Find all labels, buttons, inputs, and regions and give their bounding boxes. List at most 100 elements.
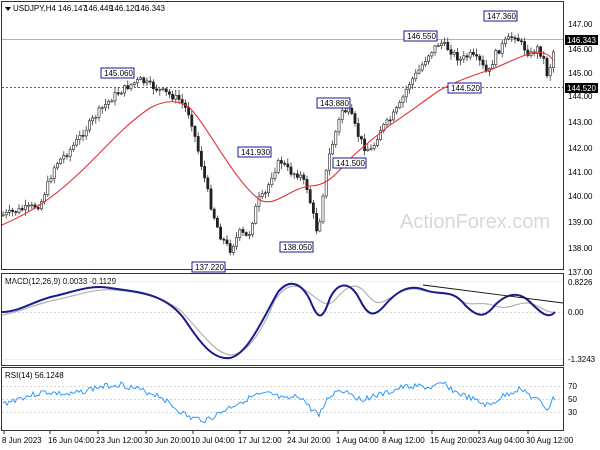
candle-body [219, 226, 223, 240]
rsi-panel [1, 367, 564, 431]
candle-body [161, 88, 165, 91]
candle-body [39, 201, 43, 210]
macd-panel [1, 273, 564, 366]
candle-body [375, 139, 379, 146]
candle-body [248, 234, 251, 236]
candle-body [65, 155, 69, 157]
price-tick: 140.00 [568, 192, 593, 201]
price-tick: 145.00 [568, 69, 593, 78]
candle-body [548, 67, 552, 77]
candle-body [263, 192, 267, 195]
candle-body [216, 217, 219, 228]
candle-body [168, 91, 171, 95]
ohlc-close: 146.343 [136, 4, 165, 13]
annotation-144520: 144.520 [447, 82, 482, 94]
candle-body [49, 178, 53, 182]
annotation-label: 141.930 [241, 148, 270, 157]
candle-body [356, 123, 360, 137]
candle-body [369, 148, 373, 150]
price-tick: 143.00 [568, 118, 593, 127]
candle-body [81, 135, 85, 137]
candle-body [152, 81, 155, 90]
candle-body [120, 92, 123, 95]
candle-body [136, 79, 139, 84]
candle-body [52, 167, 56, 179]
macd-tick-lower: -1.3243 [568, 355, 596, 364]
candle-body [260, 193, 264, 197]
candle-body [107, 100, 111, 105]
time-label: 8 Jun 2023 [2, 436, 42, 445]
candle-body [238, 229, 242, 238]
ohlc-high: 146.449 [84, 4, 113, 13]
annotation-label: 138.050 [283, 243, 312, 252]
candle-body [459, 58, 463, 61]
price-tick: 144.00 [568, 92, 593, 101]
candle-body [126, 85, 130, 90]
time-axis: 8 Jun 2023 16 Jun 04:00 23 Jun 12:00 30 … [2, 431, 574, 445]
candle-body [327, 153, 331, 171]
annotation-label: 145.060 [104, 69, 133, 78]
rsi-line [2, 381, 556, 424]
candle-body [411, 78, 415, 85]
candle-body [295, 173, 299, 178]
candle-body [46, 180, 50, 195]
candle-body [321, 195, 325, 223]
candle-body [407, 84, 411, 90]
candle-body [14, 211, 18, 213]
candle-body [545, 58, 549, 77]
annotation-label: 141.500 [336, 159, 365, 168]
annotation-label: 146.550 [407, 32, 436, 41]
candle-body [433, 45, 437, 53]
time-label: 23 Aug 04:00 [477, 436, 525, 445]
candle-body [270, 177, 274, 185]
macd-tick-zero: 0.00 [568, 308, 584, 317]
candle-body [542, 56, 546, 59]
annotation-141930: 141.930 [237, 146, 272, 158]
rsi-tick-50: 50 [568, 395, 577, 404]
candle-body [91, 117, 95, 122]
current-price-tag [565, 35, 598, 45]
candle-body [395, 107, 399, 113]
candle-body [158, 88, 162, 91]
candle-body [68, 149, 72, 157]
price-axis: 147.00 146.00 145.00 144.00 143.00 142.0… [565, 20, 598, 277]
candle-body [145, 80, 149, 84]
annotation-label: 143.880 [320, 99, 349, 108]
price-tick: 142.00 [568, 144, 593, 153]
time-label: 8 Aug 12:00 [382, 436, 425, 445]
candle-body [84, 129, 88, 137]
candle-body [379, 130, 383, 140]
candle-body [462, 55, 466, 60]
candle-body [494, 50, 498, 65]
symbol-label: USDJPY,H4 [13, 4, 57, 13]
candle-body [471, 51, 475, 55]
candle-body [391, 111, 395, 121]
candle-body [526, 49, 530, 56]
candle-body [155, 88, 159, 91]
candle-body [203, 166, 207, 179]
candle-body [423, 61, 427, 66]
candle-body [187, 107, 191, 116]
candle-body [142, 77, 146, 84]
time-label: 15 Aug 20:00 [430, 436, 478, 445]
swing-annotations: 145.060 137.220 141.930 138.050 143.880 … [100, 10, 518, 273]
candle-body [180, 99, 184, 104]
candle-body [30, 204, 34, 207]
candle-body [283, 162, 287, 165]
candle-body [350, 107, 354, 115]
time-label: 24 Jul 20:00 [287, 436, 331, 445]
candle-body [478, 55, 482, 61]
candle-body [308, 189, 312, 204]
time-label: 30 Jun 20:00 [144, 436, 191, 445]
candle-body [75, 139, 79, 146]
ohlc-open: 146.147 [58, 4, 87, 13]
candle-body [286, 163, 290, 168]
candle-body [20, 208, 24, 211]
candle-body [177, 94, 181, 100]
candle-body [94, 116, 98, 119]
candle-body [507, 36, 511, 40]
candle-body [1, 214, 5, 217]
candle-body [228, 243, 232, 253]
candle-body [55, 163, 59, 169]
